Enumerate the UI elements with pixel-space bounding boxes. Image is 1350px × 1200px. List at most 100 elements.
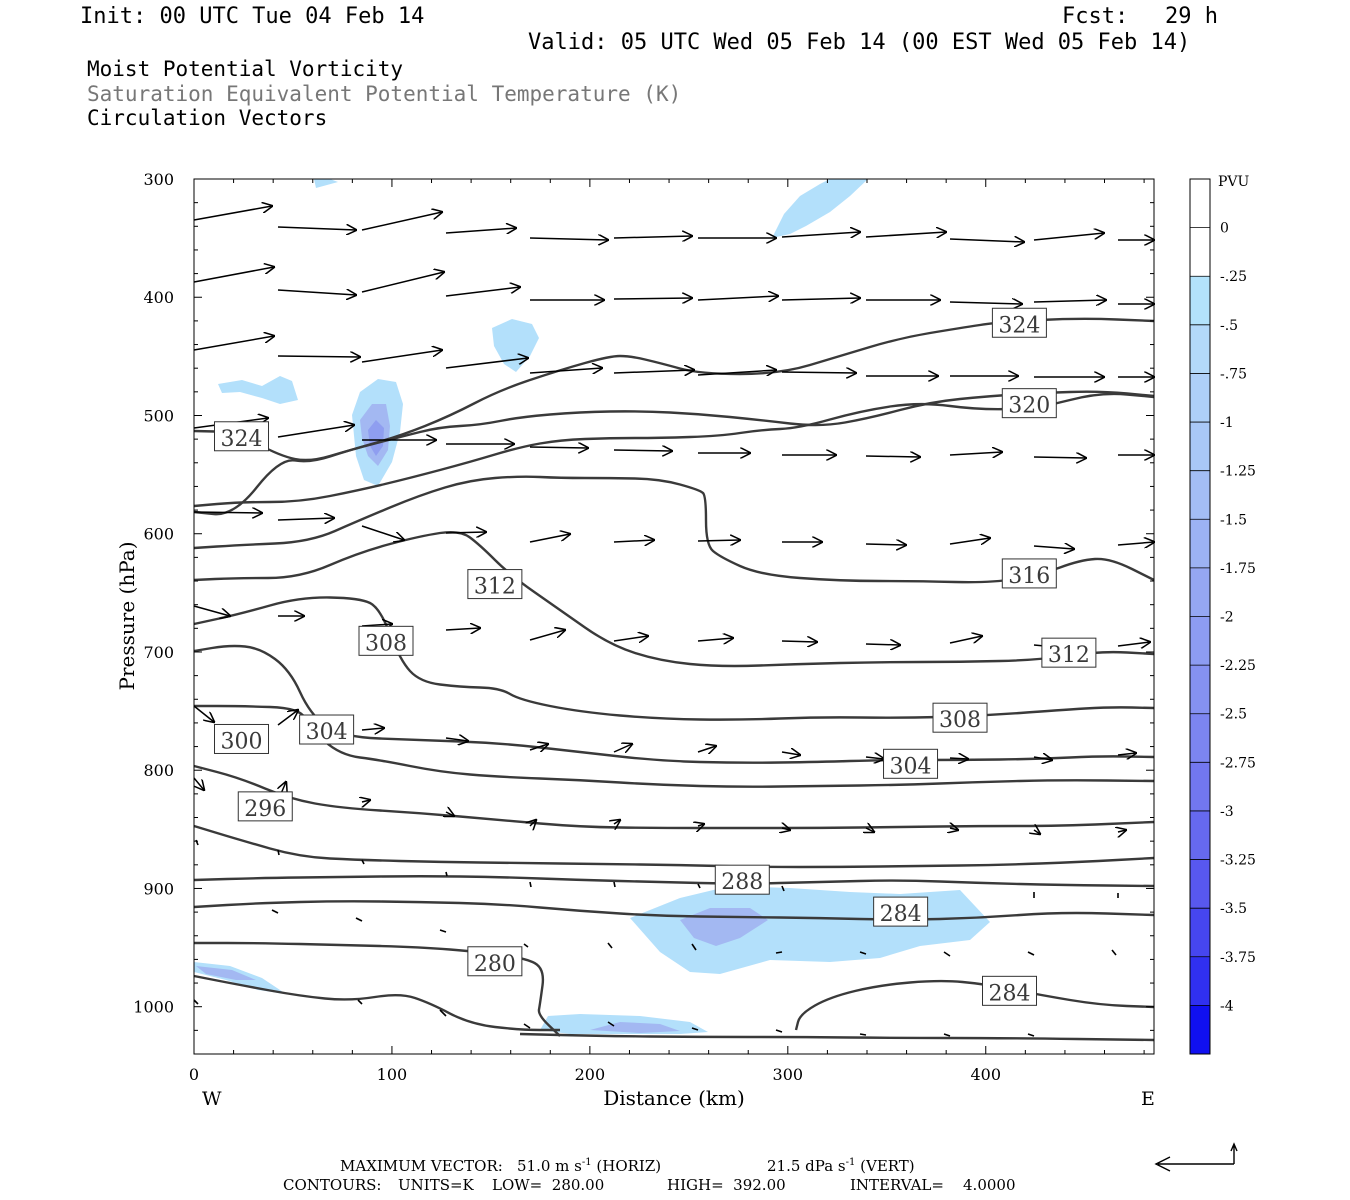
contours-units: UNITS=K <box>398 1176 474 1194</box>
circulation-vector <box>362 800 370 802</box>
colorbar-segment <box>1190 956 1210 1006</box>
circulation-vector <box>1033 546 1074 549</box>
colorbar-label: -4 <box>1220 998 1234 1014</box>
circulation-vector <box>445 358 528 369</box>
plot-frame <box>193 178 1155 1055</box>
circulation-vector <box>613 744 632 752</box>
colorbar-label: -3.75 <box>1220 950 1256 966</box>
circulation-vector <box>613 540 654 542</box>
circulation-vector <box>277 518 334 520</box>
circulation-vector <box>1118 830 1126 832</box>
circulation-vector <box>1117 642 1150 646</box>
contours-interval: INTERVAL= 4.0000 <box>850 1176 1016 1194</box>
circulation-vector <box>361 728 384 730</box>
contour-label: 288 <box>714 864 770 895</box>
colorbar-segment <box>1190 810 1210 861</box>
circulation-vector-small <box>361 859 365 865</box>
west-label: W <box>202 1088 222 1110</box>
circulation-vector <box>781 641 817 642</box>
colorbar-segment <box>1190 470 1210 520</box>
max-vector-label: MAXIMUM VECTOR: <box>340 1157 503 1175</box>
colorbar-segment <box>1190 324 1210 374</box>
circulation-vector-small <box>523 1023 531 1029</box>
y-tick-label: 700 <box>143 643 174 662</box>
init-time: Init: 00 UTC Tue 04 Feb 14 <box>80 4 425 29</box>
colorbar-label: -1.5 <box>1220 512 1247 528</box>
circulation-vector <box>949 302 1022 304</box>
theta-contour <box>193 530 1155 668</box>
colorbar-segment <box>1190 373 1210 423</box>
circulation-vector <box>865 456 920 457</box>
colorbar-segment <box>1190 859 1210 909</box>
circulation-vector-small <box>697 883 701 889</box>
circulation-vector <box>529 744 548 750</box>
theta-contour <box>193 875 1155 888</box>
circulation-vector <box>529 447 588 448</box>
x-tick-label: 0 <box>189 1065 199 1084</box>
contour-label-text: 284 <box>880 902 922 927</box>
circulation-vector <box>949 452 1002 455</box>
colorbar-title: PVU <box>1218 174 1250 190</box>
contours-high: HIGH= 392.00 <box>667 1176 786 1194</box>
circulation-vector <box>277 710 298 726</box>
field-title-pv: Moist Potential Vorticity <box>87 57 404 81</box>
pv-region <box>368 420 384 456</box>
theta-contour <box>519 1032 1155 1042</box>
circulation-vector-small <box>691 943 697 951</box>
y-tick-label: 300 <box>143 170 174 189</box>
circulation-vector <box>697 370 776 375</box>
colorbar-label: -2.25 <box>1220 658 1256 674</box>
axes: 0 100 200 300 400 300 400 500 600 700 800 900 1000 <box>133 170 1154 1084</box>
contour-label-text: 316 <box>1008 564 1050 589</box>
circulation-vector <box>193 605 230 616</box>
colorbar: 0 -.25 -.5 -.75 -1 -1.25 -1.5 -1.75 -2 -2.25 -2.5 -… <box>1189 178 1256 1055</box>
colorbar-label: 0 <box>1220 221 1229 237</box>
colorbar-label: -1.75 <box>1220 561 1256 577</box>
contour-label: 304 <box>883 748 939 779</box>
circulation-vector <box>193 206 272 221</box>
contour-label: 308 <box>932 702 988 733</box>
circulation-vector <box>361 624 392 626</box>
circulation-vector-small <box>1111 949 1117 956</box>
colorbar-label: -2 <box>1220 610 1234 626</box>
contour-label-text: 312 <box>1048 643 1090 668</box>
contour-label: 312 <box>1041 637 1097 668</box>
circulation-vector <box>697 296 778 300</box>
circulation-vector <box>781 752 800 755</box>
x-tick-label: 400 <box>970 1065 1001 1084</box>
circulation-vector <box>445 738 468 741</box>
contour-label-text: 324 <box>998 313 1040 338</box>
circulation-vector <box>1033 457 1086 458</box>
x-axis-label: Distance (km) <box>603 1086 745 1110</box>
x-tick-label: 300 <box>773 1065 804 1084</box>
pv-region <box>314 179 338 188</box>
circulation-vector-small <box>271 909 279 914</box>
contour-label-text: 308 <box>939 708 981 733</box>
circulation-vector <box>193 336 274 351</box>
y-tick-label: 600 <box>143 525 174 544</box>
circulation-vector-small <box>607 942 613 949</box>
circulation-vector-small <box>859 951 867 955</box>
y-tick-label: 900 <box>143 879 174 898</box>
colorbar-label: -3.5 <box>1220 901 1247 917</box>
contour-label-text: 280 <box>474 952 516 977</box>
max-vector-horizontal: 51.0 m s-1 (HORIZ) <box>517 1157 662 1175</box>
circulation-vector-small <box>943 951 951 957</box>
circulation-vector <box>193 512 262 513</box>
circulation-vector <box>529 534 570 543</box>
circulation-vector <box>446 812 454 816</box>
circulation-vector <box>949 239 1024 242</box>
colorbar-label: -1.25 <box>1220 464 1256 480</box>
colorbar-segment <box>1190 762 1210 812</box>
circulation-vector <box>781 298 860 300</box>
colorbar-segment <box>1190 179 1210 229</box>
theta-contour <box>193 974 560 1032</box>
circulation-vector <box>698 824 704 826</box>
contour-label-text: 312 <box>474 575 516 600</box>
y-tick-label: 800 <box>143 761 174 780</box>
circulation-vector-small <box>781 885 785 892</box>
circulation-vector-small <box>943 1033 951 1037</box>
max-vector-vertical: 21.5 dPa s-1 (VERT) <box>767 1157 915 1175</box>
contour-label: 284 <box>982 975 1038 1006</box>
theta-contour <box>193 392 1155 508</box>
